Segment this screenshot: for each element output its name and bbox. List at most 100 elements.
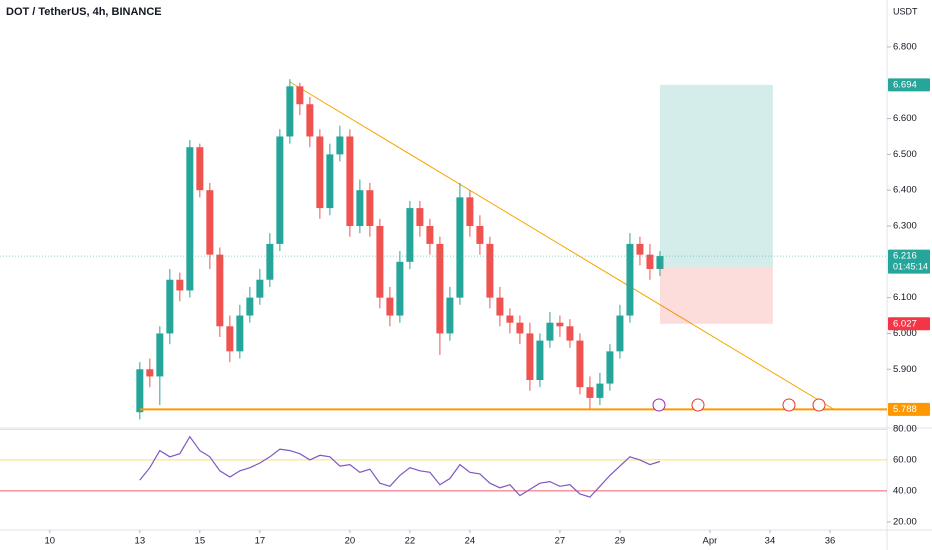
x-tick-label: 15 xyxy=(195,536,206,547)
last-price-label: 6.216 xyxy=(893,251,917,262)
candle-body xyxy=(566,326,574,341)
candle-body xyxy=(366,190,374,226)
candle-body xyxy=(266,243,274,280)
rsi-line xyxy=(139,435,661,498)
candle-body xyxy=(196,147,204,191)
candle-body xyxy=(546,322,554,341)
rsi-pane xyxy=(0,429,887,498)
candle-body xyxy=(156,333,164,377)
candle-body xyxy=(216,254,224,327)
x-tick-label: 10 xyxy=(45,536,56,547)
candle-body xyxy=(446,297,454,334)
candle-body xyxy=(376,225,384,298)
rsi-tick-label: 20.00 xyxy=(893,516,917,527)
candle-body xyxy=(436,243,444,334)
candle-body xyxy=(606,351,614,384)
rsi-tick-label: 80.00 xyxy=(893,423,917,434)
candle-body xyxy=(636,243,644,255)
candle-body xyxy=(296,86,304,105)
y-tick-label: 6.600 xyxy=(893,113,917,124)
x-tick-label: 36 xyxy=(825,536,836,547)
stop-label: 6.027 xyxy=(893,318,917,329)
stop-label-bg xyxy=(888,317,930,331)
candle-body xyxy=(496,297,504,316)
support-label: 5.788 xyxy=(893,404,917,415)
candle-body xyxy=(476,225,484,244)
candle-body xyxy=(506,315,514,323)
candle-body xyxy=(176,279,184,291)
y-tick-label: 6.800 xyxy=(893,41,917,52)
candle-body xyxy=(466,197,474,226)
candle-body xyxy=(396,261,404,316)
candle-body xyxy=(276,136,284,244)
x-tick-label: 20 xyxy=(345,536,356,547)
candle-body xyxy=(246,297,254,316)
target-zone xyxy=(659,84,773,267)
candle-body xyxy=(136,369,144,413)
candle-body xyxy=(306,104,314,137)
x-tick-label: 13 xyxy=(135,536,146,547)
event-icon[interactable] xyxy=(812,398,826,412)
candle-body xyxy=(406,208,414,262)
candle-body xyxy=(626,243,634,316)
candle-body xyxy=(456,197,464,298)
candle-body xyxy=(146,369,154,377)
y-tick-label: 6.100 xyxy=(893,292,917,303)
candle-body xyxy=(186,147,194,291)
candle-body xyxy=(336,136,344,155)
candle-body xyxy=(256,279,264,298)
candle-body xyxy=(166,279,174,334)
y-tick-label: 6.000 xyxy=(893,328,917,339)
y-tick-label: 5.900 xyxy=(893,364,917,375)
candle-body xyxy=(206,190,214,255)
candle-body xyxy=(386,297,394,316)
chart-title: DOT / TetherUS, 4h, BINANCE xyxy=(6,6,162,18)
candle-body xyxy=(356,190,364,226)
x-tick-label: Apr xyxy=(703,536,718,547)
trendline xyxy=(289,81,836,411)
target-label: 6.694 xyxy=(893,79,917,90)
price-pane xyxy=(0,79,887,420)
countdown: 01:45:14 xyxy=(893,261,928,271)
stop-zone xyxy=(659,266,773,324)
event-icon[interactable] xyxy=(652,398,666,412)
candle-body xyxy=(226,326,234,352)
candle-body xyxy=(316,136,324,209)
x-tick-label: 24 xyxy=(465,536,476,547)
candle-body xyxy=(596,383,604,398)
x-tick-label: 29 xyxy=(615,536,626,547)
candle-body xyxy=(526,333,534,381)
currency-label: USDT xyxy=(893,6,918,16)
y-tick-label: 6.400 xyxy=(893,185,917,196)
target-label-bg xyxy=(888,78,930,92)
support-label-bg xyxy=(888,402,930,416)
candle-body xyxy=(516,322,524,334)
y-tick-label: 6.500 xyxy=(893,149,917,160)
axes: 6.800 6.600 6.500 6.400 6.300 6.100 6.000 5.900… xyxy=(45,41,930,547)
candle-body xyxy=(346,136,354,226)
candle-body xyxy=(576,340,584,388)
candle-body xyxy=(426,225,434,244)
candle-body xyxy=(486,243,494,298)
x-tick-label: 34 xyxy=(765,536,776,547)
candle-body xyxy=(556,322,564,327)
event-icon[interactable] xyxy=(691,398,705,412)
rsi-tick-label: 40.00 xyxy=(893,485,917,496)
event-icon[interactable] xyxy=(782,398,796,412)
y-tick-label: 6.300 xyxy=(893,221,917,232)
candle-body xyxy=(616,315,624,352)
candle-body xyxy=(286,86,294,137)
candle-body xyxy=(236,315,244,352)
rsi-tick-label: 60.00 xyxy=(893,454,917,465)
last-price-label-bg xyxy=(888,249,930,274)
event-icons xyxy=(652,398,826,412)
x-tick-label: 27 xyxy=(555,536,566,547)
candle-body xyxy=(646,254,654,269)
x-tick-label: 22 xyxy=(405,536,416,547)
candle-body xyxy=(656,256,664,269)
candle-body xyxy=(416,208,424,226)
candle-body xyxy=(586,387,594,398)
candle-body xyxy=(536,340,544,381)
